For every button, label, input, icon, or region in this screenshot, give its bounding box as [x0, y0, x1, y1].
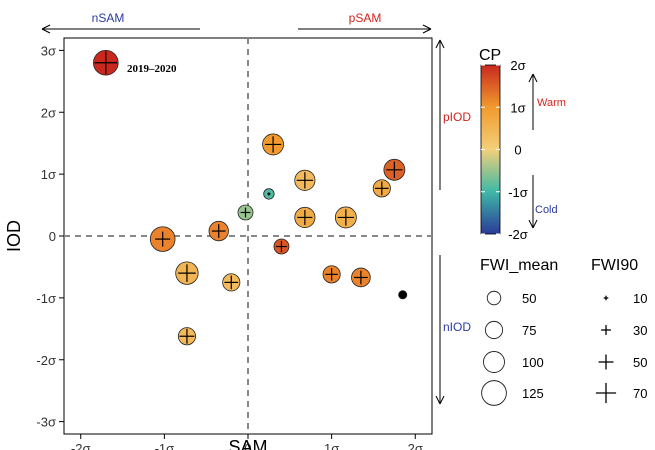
- y-tick-label: -3σ: [36, 415, 56, 430]
- data-point: [222, 273, 241, 292]
- y-axis-ticks: -3σ -2σ -1σ 0 1σ 2σ 3σ: [36, 43, 64, 430]
- colorbar-title: CP: [479, 47, 501, 64]
- fwi90-legend-label: 70: [633, 386, 647, 401]
- warm-arrow: [528, 73, 538, 130]
- x-tick-label: 1σ: [324, 441, 339, 450]
- data-point: [398, 290, 408, 300]
- nsam-label: nSAM: [92, 11, 125, 25]
- x-axis-title: SAM: [228, 437, 267, 450]
- data-point: [334, 206, 357, 229]
- highlight-label: 2019–2020: [127, 63, 177, 75]
- warm-label: Warm: [537, 97, 566, 109]
- data-point: [273, 238, 290, 255]
- x-tick-label: -2σ: [71, 441, 91, 450]
- fwi-mean-legend-title: FWI_mean: [480, 257, 558, 274]
- x-axis-ticks: -2σ -1σ 0 1σ 2σ: [71, 434, 423, 450]
- colorbar-tick-label: 0: [514, 143, 521, 158]
- y-tick-label: 3σ: [41, 43, 56, 58]
- y-axis-title: IOD: [4, 220, 24, 252]
- data-point: [383, 158, 406, 181]
- y-tick-label: 0: [49, 229, 56, 244]
- fwi-mean-legend-circle: [484, 320, 504, 340]
- data-points: [149, 133, 408, 346]
- cold-arrow: [528, 175, 538, 229]
- x-tick-label: 0: [244, 441, 251, 450]
- colorbar-tick-label: -2σ: [508, 227, 528, 242]
- data-point: [237, 204, 254, 221]
- y-tick-label: 1σ: [41, 167, 56, 182]
- highlight-point-group: [93, 49, 119, 76]
- colorbar-tick-label: 1σ: [510, 100, 525, 115]
- y-tick-label: 2σ: [41, 105, 56, 120]
- fwi-mean-legend: 50 75 100 125: [481, 290, 544, 406]
- y-tick-label: -1σ: [36, 291, 56, 306]
- data-point: [263, 188, 275, 200]
- colorbar-tick-label: 2σ: [510, 58, 525, 73]
- data-point: [149, 226, 176, 252]
- psam-arrow: [298, 24, 432, 34]
- x-tick-label: 2σ: [408, 441, 423, 450]
- data-point: [294, 206, 316, 228]
- fwi-mean-legend-label: 50: [522, 291, 536, 306]
- x-tick-label: -1σ: [155, 441, 175, 450]
- piod-arrow: [435, 39, 445, 190]
- data-point: [262, 133, 284, 156]
- data-point: [351, 267, 371, 288]
- fwi-mean-legend-circle: [486, 290, 502, 306]
- data-point: [175, 261, 199, 285]
- fwi90-legend-label: 30: [633, 323, 647, 338]
- fwi-mean-circle: [398, 290, 408, 300]
- nsam-arrow: [41, 24, 200, 34]
- psam-label: pSAM: [349, 11, 382, 25]
- fwi90-legend: 10 30 50 70: [595, 291, 647, 404]
- niod-label: nIOD: [443, 320, 471, 334]
- fwi-mean-legend-circle: [483, 351, 505, 373]
- data-point: [294, 169, 316, 191]
- niod-arrow: [435, 255, 445, 405]
- fwi-mean-legend-label: 125: [522, 386, 544, 401]
- fwi90-legend-title: FWI90: [591, 257, 638, 274]
- fwi90-legend-label: 50: [633, 355, 647, 370]
- colorbar-ticks: 2σ 1σ 0 -1σ -2σ: [481, 58, 528, 242]
- colorbar-tick-label: -1σ: [508, 185, 528, 200]
- piod-label: pIOD: [443, 110, 471, 124]
- cold-label: Cold: [535, 204, 558, 216]
- fwi90-legend-label: 10: [633, 291, 647, 306]
- fwi-mean-legend-label: 100: [522, 355, 544, 370]
- data-point: [322, 265, 341, 284]
- data-point: [208, 220, 229, 242]
- y-tick-label: -2σ: [36, 353, 56, 368]
- data-point: [372, 179, 391, 198]
- highlight-point: [93, 49, 119, 76]
- data-point: [177, 327, 196, 346]
- fwi-mean-legend-circle: [481, 380, 507, 406]
- fwi-mean-legend-label: 75: [522, 323, 536, 338]
